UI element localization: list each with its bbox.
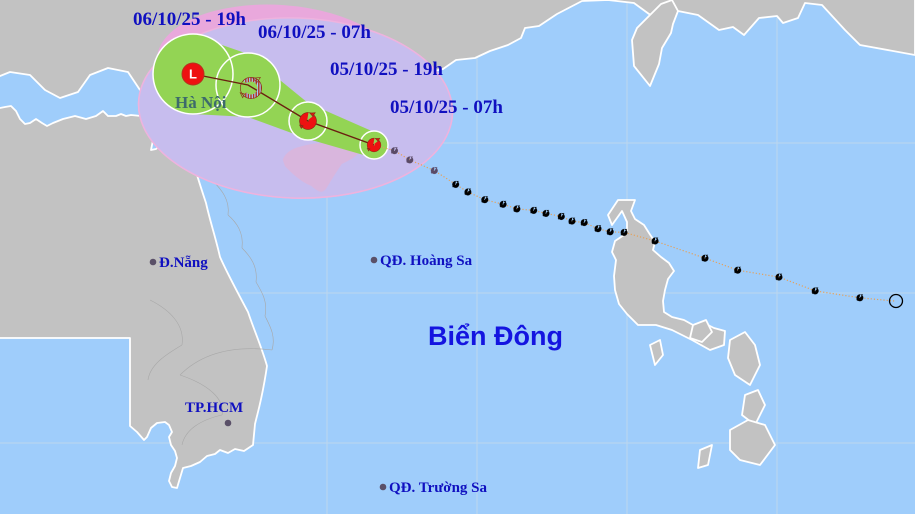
svg-text:05/10/25 - 07h: 05/10/25 - 07h xyxy=(390,97,503,118)
svg-text:L: L xyxy=(189,67,197,82)
svg-text:Hà Nội: Hà Nội xyxy=(175,93,227,112)
svg-text:QĐ. Trường Sa: QĐ. Trường Sa xyxy=(389,480,488,496)
svg-text:06/10/25 - 19h: 06/10/25 - 19h xyxy=(133,9,246,30)
svg-text:05/10/25 - 19h: 05/10/25 - 19h xyxy=(330,59,443,80)
svg-text:QĐ. Hoàng Sa: QĐ. Hoàng Sa xyxy=(380,253,473,269)
svg-text:Biển Đông: Biển Đông xyxy=(428,321,563,351)
svg-text:06/10/25 - 07h: 06/10/25 - 07h xyxy=(258,22,371,43)
svg-text:TP.HCM: TP.HCM xyxy=(185,400,243,416)
svg-text:Đ.Nẵng: Đ.Nẵng xyxy=(159,255,208,271)
